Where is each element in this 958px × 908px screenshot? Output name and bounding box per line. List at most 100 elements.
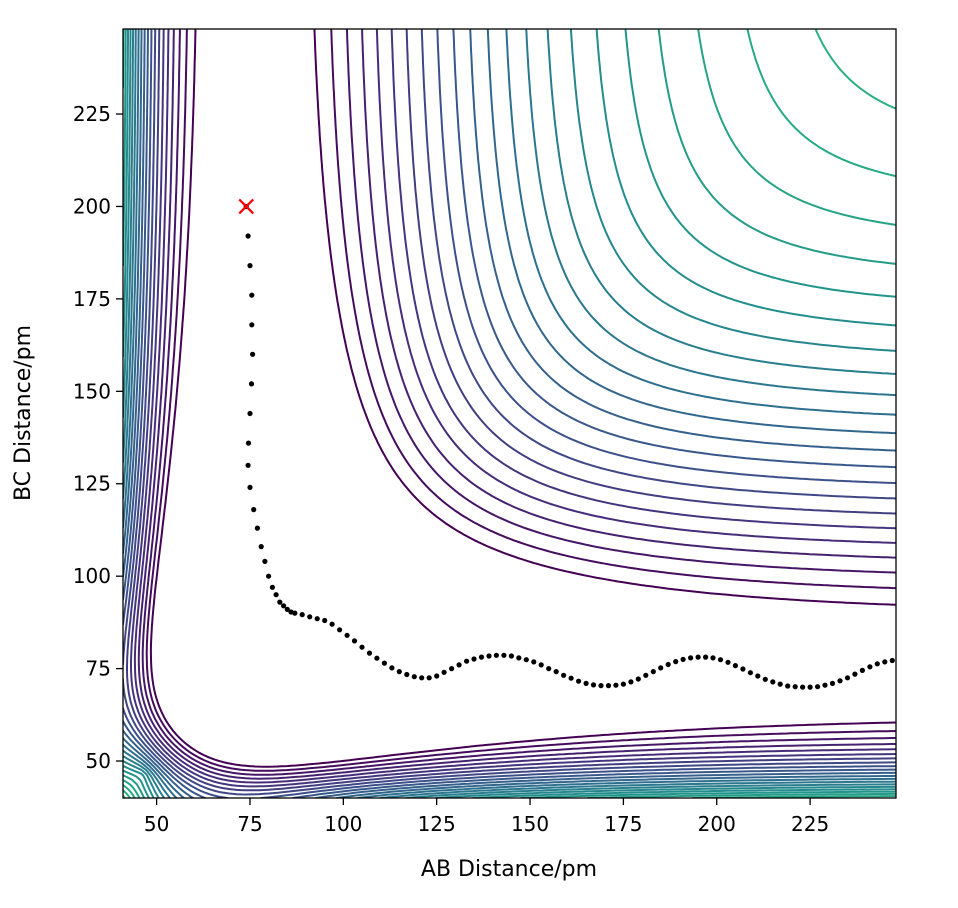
trajectory-point bbox=[464, 658, 470, 664]
x-tick-label: 150 bbox=[511, 812, 549, 836]
trajectory-point bbox=[815, 684, 821, 690]
trajectory-point bbox=[546, 666, 552, 672]
trajectory-point bbox=[874, 661, 880, 667]
trajectory-point bbox=[396, 669, 402, 675]
contour-level bbox=[137, 29, 896, 780]
trajectory-point bbox=[254, 525, 260, 531]
trajectory-point bbox=[889, 657, 895, 664]
trajectory-point bbox=[366, 650, 373, 656]
trajectory-point bbox=[531, 659, 537, 665]
trajectory-point bbox=[770, 679, 776, 685]
trajectory-point bbox=[249, 292, 255, 298]
contour-level bbox=[123, 29, 896, 796]
trajectory-point bbox=[449, 666, 455, 672]
trajectory-point bbox=[344, 632, 350, 638]
trajectory-point bbox=[247, 484, 253, 490]
trajectory-point bbox=[732, 663, 739, 669]
trajectory-point bbox=[247, 263, 253, 269]
trajectory-point bbox=[273, 592, 279, 598]
trajectory-point bbox=[314, 616, 320, 622]
trajectory-point bbox=[605, 683, 612, 689]
x-axis: 50 75 100 125 150 175 200 225 bbox=[144, 798, 829, 836]
contour-level bbox=[123, 29, 896, 798]
trajectory-point bbox=[829, 680, 836, 687]
trajectory-point bbox=[688, 655, 694, 661]
x-tick-label: 175 bbox=[604, 812, 642, 836]
trajectory-point bbox=[755, 673, 761, 679]
trajectory-point bbox=[245, 233, 251, 239]
contour-level bbox=[149, 29, 896, 768]
trajectory-point bbox=[292, 610, 298, 616]
contour-level bbox=[123, 29, 896, 798]
trajectory-point bbox=[281, 603, 287, 609]
trajectory-point bbox=[598, 683, 604, 689]
trajectory-point bbox=[478, 654, 485, 660]
trajectory-point bbox=[250, 351, 256, 357]
x-tick-label: 75 bbox=[237, 812, 262, 836]
y-tick-label: 125 bbox=[73, 472, 111, 496]
trajectory-point bbox=[419, 675, 425, 681]
trajectory-point bbox=[516, 655, 522, 661]
trajectory-point bbox=[800, 684, 806, 690]
trajectory-point bbox=[486, 653, 492, 659]
trajectory-point bbox=[785, 683, 791, 689]
contour-level bbox=[123, 29, 896, 798]
trajectory-point bbox=[269, 584, 275, 590]
trajectory-point bbox=[441, 669, 447, 675]
trajectory-point bbox=[673, 659, 679, 665]
trajectory-point bbox=[762, 676, 768, 682]
trajectory-point bbox=[284, 606, 290, 613]
trajectory-point bbox=[404, 671, 410, 678]
trajectory-point bbox=[411, 674, 417, 680]
trajectory-point bbox=[245, 462, 251, 468]
contour-level bbox=[123, 29, 896, 798]
trajectory-point bbox=[426, 675, 432, 681]
trajectory-point bbox=[680, 656, 686, 663]
start-marker-stroke bbox=[238, 198, 255, 215]
x-tick-label: 100 bbox=[324, 812, 362, 836]
trajectory-point bbox=[249, 322, 255, 328]
y-tick-label: 75 bbox=[86, 657, 111, 681]
trajectory-point bbox=[844, 675, 851, 681]
trajectory-point bbox=[322, 617, 328, 624]
start-marker bbox=[238, 198, 255, 215]
contour-level bbox=[145, 29, 896, 772]
y-axis: 50 75 100 125 150 175 200 225 bbox=[73, 102, 123, 773]
trajectory-point bbox=[628, 679, 634, 685]
trajectory-point bbox=[717, 657, 724, 663]
contour-level bbox=[123, 29, 896, 798]
trajectory-point bbox=[277, 599, 283, 605]
trajectory-point bbox=[882, 659, 888, 665]
y-tick-label: 100 bbox=[73, 564, 111, 588]
trajectory-point bbox=[307, 614, 313, 620]
y-tick-label: 225 bbox=[73, 102, 111, 126]
contour-level bbox=[130, 29, 896, 788]
trajectory-point bbox=[508, 653, 514, 659]
trajectory-point bbox=[665, 661, 671, 668]
trajectory-point bbox=[248, 381, 255, 387]
trajectory-point bbox=[658, 665, 664, 671]
trajectory-point bbox=[329, 621, 335, 627]
y-tick-label: 150 bbox=[73, 379, 111, 403]
x-tick-label: 125 bbox=[418, 812, 456, 836]
plot-frame bbox=[122, 28, 897, 799]
trajectory-point bbox=[266, 573, 272, 579]
contour-level bbox=[123, 29, 896, 798]
trajectory-point bbox=[553, 669, 559, 675]
trajectory-point bbox=[837, 678, 843, 684]
contour-level bbox=[123, 29, 896, 798]
trajectory-point bbox=[740, 666, 746, 672]
trajectory-point bbox=[635, 676, 641, 682]
y-tick-label: 200 bbox=[73, 194, 111, 218]
y-tick-label: 50 bbox=[86, 749, 111, 773]
trajectory-point bbox=[561, 672, 567, 678]
trajectory-point bbox=[852, 671, 858, 677]
contour-level bbox=[126, 29, 896, 792]
trajectory-point bbox=[590, 682, 597, 688]
trajectory-point bbox=[695, 654, 701, 660]
trajectory-point bbox=[576, 678, 582, 684]
trajectory-path bbox=[243, 203, 895, 690]
contour-level bbox=[123, 29, 896, 798]
